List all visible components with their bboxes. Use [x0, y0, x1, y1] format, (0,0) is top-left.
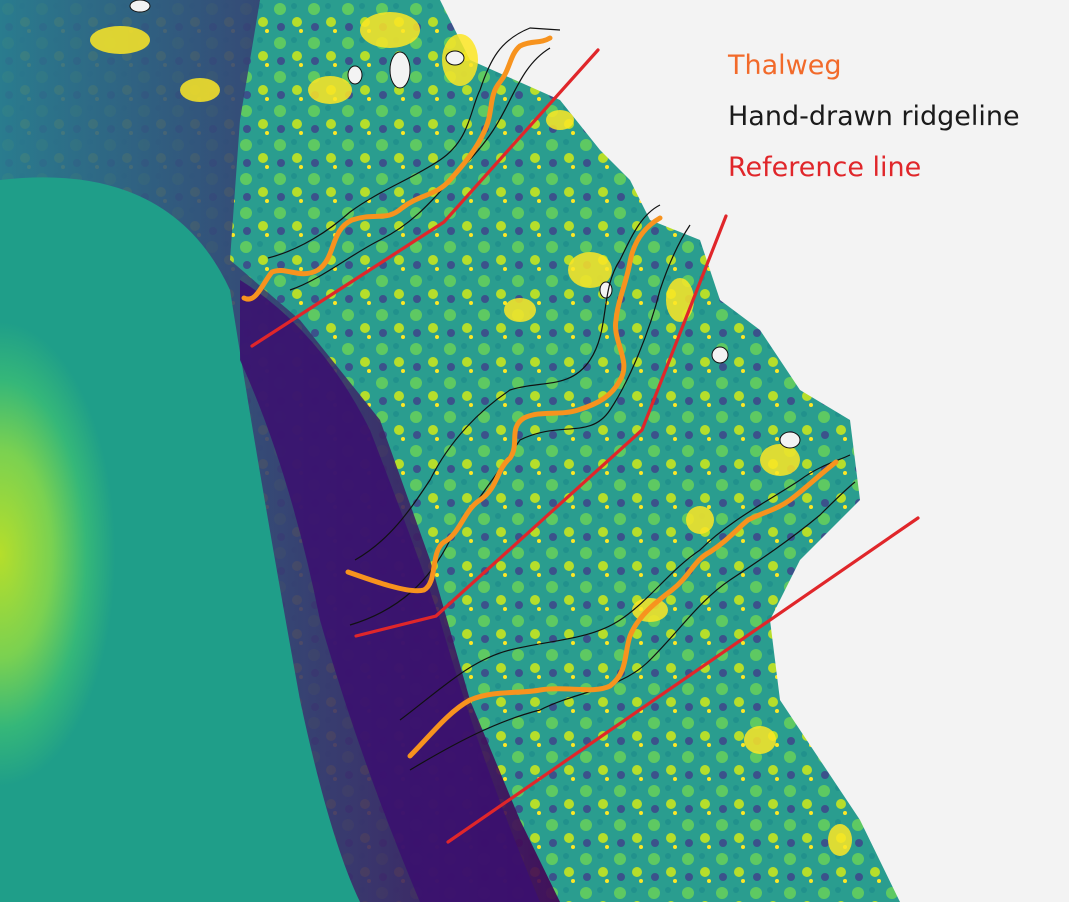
legend-item-thalweg: Thalweg [728, 50, 842, 81]
thalweg-3 [407, 459, 839, 759]
ridgeline-1-north [267, 27, 561, 259]
thalweg-1 [241, 35, 553, 302]
reference-line-1 [250, 48, 600, 348]
ridgeline-2-north [354, 204, 661, 561]
shallow-highlights [90, 12, 852, 856]
ridgeline-3-south [409, 481, 856, 771]
thalweg-2 [345, 215, 663, 594]
no-data-patches [129, 0, 801, 449]
legend: Thalweg Hand-drawn ridgeline Reference l… [728, 40, 1020, 193]
reference-line-2 [354, 214, 728, 638]
deep-channel-shade [240, 280, 540, 902]
legend-item-ridgeline: Hand-drawn ridgeline [728, 101, 1020, 132]
reference-line-3 [446, 516, 920, 844]
legend-item-reference-line: Reference line [728, 152, 922, 183]
ridgeline-2-south [349, 224, 691, 626]
abyssal-basin [0, 177, 360, 902]
ridgeline-3-north [399, 454, 851, 721]
reference-lines [250, 48, 920, 844]
thalwegs [241, 35, 839, 759]
